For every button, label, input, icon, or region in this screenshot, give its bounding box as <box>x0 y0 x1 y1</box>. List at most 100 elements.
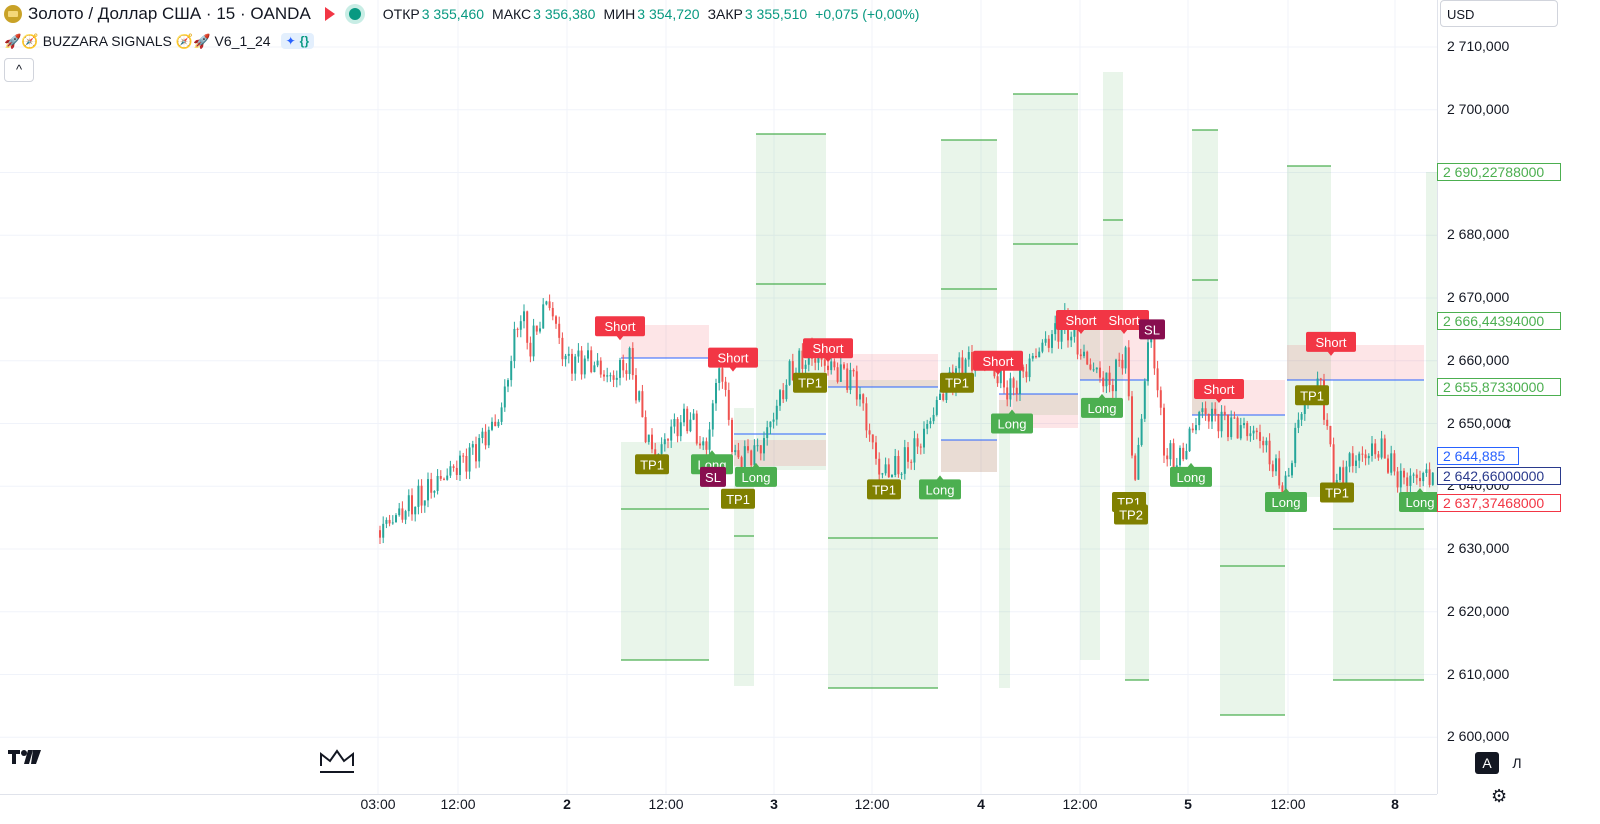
price-chart[interactable]: Short TP1 Short Long SL Long TP1 Short TP1 TP1 Lon… <box>0 0 1437 794</box>
resize-vertical-icon[interactable]: ↕ <box>1505 415 1513 432</box>
candle-body <box>596 360 599 366</box>
candle-body <box>913 438 916 463</box>
candle-body <box>452 466 455 468</box>
indicator-name[interactable]: 🚀🧭 BUZZARA SIGNALS 🧭🚀 V6_1_24 <box>4 32 271 49</box>
price-axis[interactable] <box>1437 0 1600 794</box>
signal-box <box>973 350 1023 371</box>
candle-body <box>1351 453 1354 466</box>
candle-body <box>391 522 394 524</box>
chart-grid <box>0 0 1437 794</box>
candle-body <box>1035 355 1037 358</box>
short-signal-label: Short <box>1194 378 1244 403</box>
candle-body <box>1198 411 1201 426</box>
signal-box <box>1306 331 1356 352</box>
candle-body <box>548 301 551 308</box>
indicator-legend[interactable]: 🚀🧭 BUZZARA SIGNALS 🧭🚀 V6_1_24 ✦ {} <box>4 30 315 52</box>
candle-body <box>1143 381 1146 419</box>
candle-body <box>1233 417 1236 419</box>
crown-icon[interactable] <box>318 748 356 778</box>
candle-body <box>743 446 746 472</box>
flag-icon[interactable] <box>324 7 335 21</box>
candle-body <box>615 377 618 380</box>
market-open-icon <box>348 8 361 20</box>
candle-body <box>577 350 580 357</box>
candle-body <box>1339 467 1341 481</box>
low-value: 3 354,720 <box>637 6 700 22</box>
time-axis[interactable] <box>0 794 1437 824</box>
sparkle-icon[interactable]: ✦ <box>285 34 296 48</box>
time-tick-label: 12:00 <box>440 796 476 812</box>
candle-body <box>862 394 865 404</box>
stop-loss-label: SL <box>1139 319 1165 340</box>
candle-body <box>481 431 484 438</box>
signal-pointer <box>1077 328 1085 334</box>
candle-body <box>500 407 503 422</box>
candle-body <box>740 457 743 472</box>
indicator-actions[interactable]: ✦ {} <box>280 33 315 49</box>
candle-body <box>1214 408 1217 415</box>
symbol-legend: Золото / Доллар США · 15 · OANDA ОТКР 3 … <box>4 2 919 26</box>
candle-body <box>1044 338 1047 343</box>
candle-body <box>1159 390 1162 408</box>
price-tick-label: 2 630,000 <box>1447 540 1510 556</box>
stop-zone <box>941 440 997 472</box>
candle-body <box>1118 359 1121 361</box>
currency-select[interactable]: USD <box>1440 0 1558 27</box>
candle-body <box>1031 355 1034 359</box>
candle-body <box>1415 474 1418 478</box>
candle-body <box>779 390 781 406</box>
candle-body <box>1419 477 1421 482</box>
collapse-legend-button[interactable]: ^ <box>4 58 34 82</box>
signal-text: TP1 <box>640 457 664 472</box>
candle-body <box>1079 354 1082 357</box>
signal-box <box>1265 491 1307 512</box>
short-signal-label: Short <box>1056 309 1106 334</box>
take-profit-label: TP1 <box>793 372 827 393</box>
settings-gear-icon[interactable]: ⚙ <box>1491 786 1508 806</box>
symbol-title[interactable]: Золото / Доллар США · 15 · OANDA <box>28 4 311 23</box>
auto-scale-button[interactable]: A <box>1475 752 1499 774</box>
candle-body <box>478 437 481 462</box>
candle-body <box>609 375 612 377</box>
candle-body <box>497 421 500 427</box>
candle-body <box>1387 458 1389 473</box>
candle-body <box>686 408 689 432</box>
time-tick-label: 5 <box>1184 796 1192 812</box>
candle-body <box>603 374 605 377</box>
candle-body <box>487 429 490 446</box>
candle-body <box>1284 475 1287 496</box>
candle-body <box>1191 428 1194 431</box>
candle-body <box>1201 408 1204 412</box>
candle-body <box>916 438 919 447</box>
candle-body <box>1403 470 1405 478</box>
candle-body <box>1131 396 1133 456</box>
signal-box <box>940 372 974 393</box>
candle-body <box>1025 371 1028 378</box>
chart-plot-area[interactable]: Short TP1 Short Long SL Long TP1 Short TP1 TP1 Lon… <box>0 0 1463 794</box>
candle-body <box>1227 414 1229 438</box>
candle-body <box>1147 342 1149 382</box>
log-scale-button[interactable]: Л <box>1512 755 1522 771</box>
signal-box <box>721 488 755 509</box>
price-tag: 2 637,37468000 <box>1437 494 1561 512</box>
candle-body <box>772 419 775 422</box>
candle-body <box>590 350 593 373</box>
take-profit-label: TP1 <box>1295 385 1329 406</box>
tradingview-logo[interactable] <box>8 746 42 772</box>
candle-body <box>513 328 516 362</box>
candle-body <box>903 447 906 474</box>
candle-body <box>433 490 436 493</box>
braces-icon[interactable]: {} <box>299 34 310 48</box>
signal-pointer <box>1416 487 1424 493</box>
signal-box <box>700 466 726 487</box>
candle-body <box>1182 447 1185 460</box>
candle-body <box>727 389 730 420</box>
short-signal-label: Short <box>1306 331 1356 356</box>
candle-body <box>1390 453 1393 473</box>
signal-box <box>919 479 961 500</box>
signal-pointer <box>616 335 624 341</box>
time-tick-label: 12:00 <box>648 796 684 812</box>
candle-body <box>1265 440 1268 446</box>
candle-body <box>881 473 884 475</box>
candle-body <box>567 353 570 356</box>
